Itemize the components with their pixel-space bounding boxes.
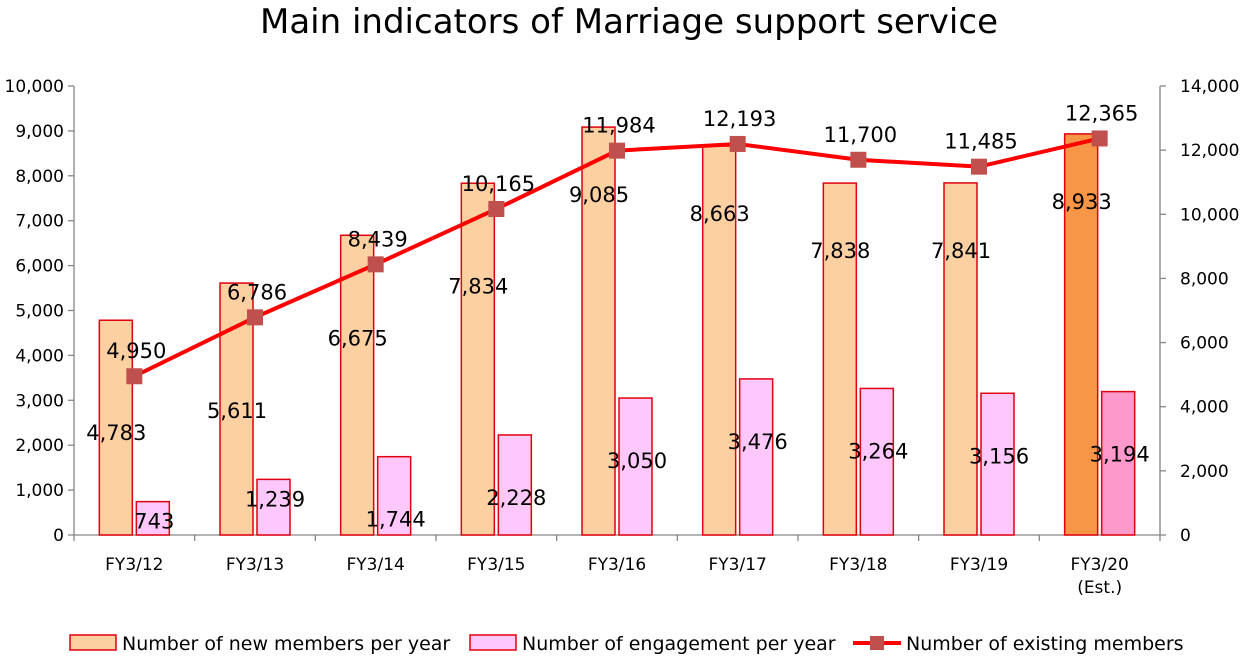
label-engagement: 1,239 — [245, 487, 305, 511]
marker-existing-members — [1091, 130, 1108, 147]
label-engagement: 3,476 — [728, 430, 788, 454]
label-new-members: 6,675 — [328, 326, 388, 350]
left-tick-label: 10,000 — [5, 77, 64, 97]
legend-label-new-members: Number of new members per year — [122, 633, 450, 655]
label-existing-members: 11,700 — [824, 123, 897, 147]
legend-swatch-existing-members-marker — [870, 636, 884, 650]
label-new-members: 8,663 — [690, 202, 750, 226]
left-tick-label: 7,000 — [15, 212, 64, 232]
label-engagement: 2,228 — [486, 486, 546, 510]
left-tick-label: 3,000 — [15, 391, 64, 411]
label-existing-members: 8,439 — [348, 227, 408, 251]
x-tick-label: FY3/18 — [829, 555, 887, 575]
right-tick-label: 0 — [1180, 526, 1191, 546]
label-existing-members: 11,485 — [944, 130, 1017, 154]
marker-existing-members — [367, 256, 384, 273]
bar-engagement — [738, 378, 774, 536]
bar-new-members — [701, 145, 737, 536]
left-tick-label: 1,000 — [15, 481, 64, 501]
left-tick-label: 6,000 — [15, 257, 64, 277]
right-tick-label: 4,000 — [1180, 398, 1229, 418]
left-tick-label: 0 — [53, 526, 64, 546]
marker-existing-members — [850, 151, 867, 168]
bar-new-members — [460, 182, 496, 536]
bar-new-members — [822, 182, 858, 536]
label-engagement: 743 — [134, 510, 174, 534]
marker-existing-members — [729, 135, 746, 152]
left-tick-label: 9,000 — [15, 122, 64, 142]
x-tick-label: FY3/14 — [346, 555, 404, 575]
label-engagement: 1,744 — [366, 508, 426, 532]
bar-engagement — [135, 500, 171, 536]
legend-swatch-new-members — [69, 634, 117, 651]
bar-engagement — [256, 478, 291, 536]
label-existing-members: 4,950 — [106, 339, 166, 363]
bar-engagement — [618, 397, 653, 536]
right-tick-label: 10,000 — [1180, 205, 1239, 225]
right-tick-label: 14,000 — [1180, 77, 1239, 97]
bar-engagement — [497, 434, 533, 536]
x-tick-label: FY3/15 — [467, 555, 525, 575]
label-engagement: 3,264 — [848, 439, 908, 463]
right-tick-label: 8,000 — [1180, 269, 1229, 289]
label-new-members: 7,838 — [810, 239, 870, 263]
label-new-members: 5,611 — [207, 399, 267, 423]
marker-existing-members — [971, 158, 987, 175]
x-tick-label: FY3/19 — [950, 555, 1008, 575]
label-new-members: 8,933 — [1052, 190, 1112, 214]
label-new-members: 4,783 — [86, 421, 146, 445]
bar-new-members — [581, 126, 616, 536]
marker-existing-members — [609, 142, 625, 159]
right-tick-label: 12,000 — [1180, 141, 1239, 161]
label-engagement: 3,156 — [969, 444, 1029, 468]
bar-engagement — [859, 387, 895, 536]
left-tick-label: 4,000 — [15, 346, 64, 366]
x-tick-label: FY3/12 — [105, 555, 163, 575]
left-tick-label: 2,000 — [15, 436, 64, 456]
label-engagement: 3,050 — [607, 449, 667, 473]
label-existing-members: 11,984 — [582, 114, 655, 138]
marker-existing-members — [247, 309, 263, 326]
left-tick-label: 5,000 — [15, 302, 64, 322]
x-tick-label: FY3/17 — [708, 555, 766, 575]
x-tick-label: FY3/13 — [226, 555, 284, 575]
label-existing-members: 6,786 — [227, 280, 287, 304]
right-tick-label: 2,000 — [1180, 462, 1229, 482]
label-existing-members: 12,365 — [1065, 101, 1138, 125]
chart-title: Main indicators of Marriage support serv… — [260, 2, 998, 42]
x-tick-label: FY3/16 — [588, 555, 646, 575]
bar-new-members — [98, 319, 134, 536]
bar-new-members — [943, 182, 978, 536]
x-tick-label: FY3/20 (Est.) — [1070, 555, 1128, 598]
bar-engagement — [376, 455, 412, 536]
legend-label-existing-members: Number of existing members — [906, 633, 1184, 655]
label-existing-members: 12,193 — [703, 107, 776, 131]
marker-existing-members — [488, 200, 505, 217]
label-existing-members: 10,165 — [462, 172, 535, 196]
label-new-members: 7,834 — [448, 274, 508, 298]
bar-new-members — [1063, 133, 1099, 536]
label-new-members: 9,085 — [569, 183, 629, 207]
left-tick-label: 8,000 — [15, 167, 64, 187]
legend-label-engagement: Number of engagement per year — [522, 633, 836, 655]
bar-engagement — [980, 392, 1015, 536]
marker-existing-members — [126, 368, 143, 385]
label-engagement: 3,194 — [1090, 443, 1150, 467]
label-new-members: 7,841 — [931, 239, 991, 263]
right-tick-label: 6,000 — [1180, 334, 1229, 354]
legend-swatch-engagement — [469, 634, 517, 651]
bar-new-members — [339, 234, 375, 536]
bar-engagement — [1100, 390, 1136, 536]
